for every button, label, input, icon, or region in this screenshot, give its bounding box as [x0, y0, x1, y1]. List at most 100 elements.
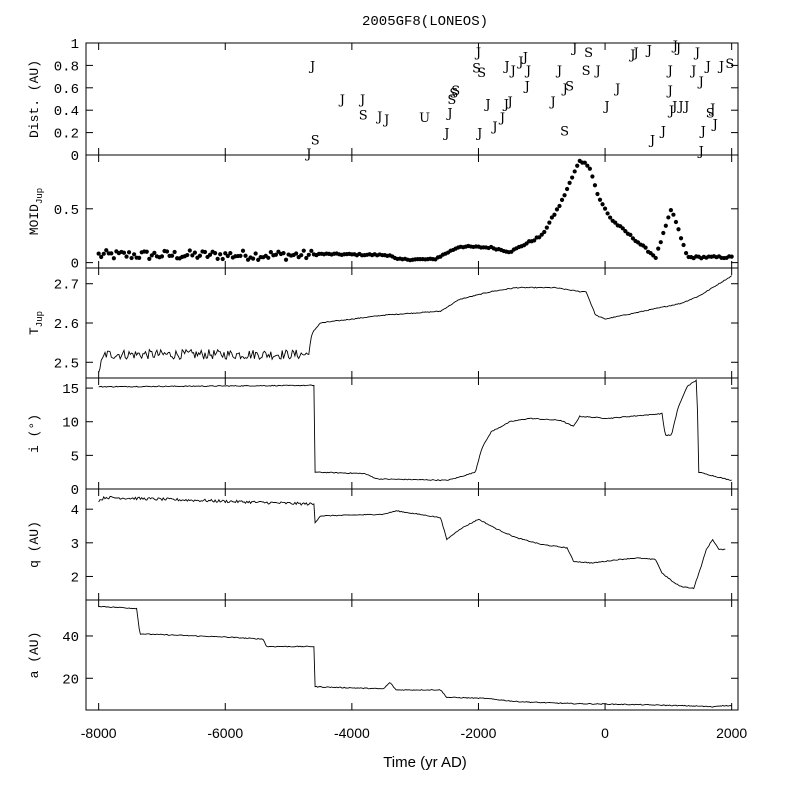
planet-marker: J — [674, 41, 681, 56]
x-axis-label: Time (yr AD) — [383, 754, 467, 771]
y-axis-label: q (AU) — [27, 521, 42, 568]
planet-marker: J — [523, 80, 530, 95]
moid-point — [132, 252, 137, 257]
moid-point — [567, 180, 572, 185]
moid-point — [96, 251, 101, 256]
panel-frame — [85, 377, 739, 490]
moid-point — [202, 249, 208, 255]
y-tick-label: 0.4 — [54, 104, 79, 120]
moid-point — [676, 227, 681, 232]
moid-point — [673, 219, 679, 225]
x-tick-label: -4000 — [334, 725, 370, 741]
planet-marker: J — [555, 64, 562, 79]
planet-marker: J — [676, 100, 683, 115]
moid-point — [268, 250, 273, 255]
planet-marker: J — [645, 44, 652, 59]
planet-marker: J — [697, 145, 704, 160]
planet-marker: J — [570, 41, 577, 56]
planet-marker: S — [447, 93, 456, 108]
planet-marker: S — [477, 66, 486, 81]
moid-point — [192, 250, 197, 255]
moid-point — [539, 232, 544, 237]
planet-marker: J — [498, 111, 505, 126]
moid-point — [152, 250, 157, 255]
planet-marker: J — [375, 110, 382, 125]
panel-a: 20 40 a (AU) -8000 -6000 -4000 -2000 0 2000 — [27, 599, 747, 741]
planet-marker: S — [311, 133, 320, 148]
planet-marker: J — [442, 127, 449, 142]
moid-point — [266, 255, 271, 260]
planet-marker: J — [670, 100, 677, 115]
moid-point — [681, 242, 686, 248]
planet-marker: J — [308, 59, 315, 74]
moid-point — [207, 252, 213, 257]
planet-marker: J — [382, 113, 389, 128]
moid-point — [283, 257, 289, 262]
moid-point — [187, 248, 192, 253]
moid-point — [240, 248, 246, 253]
moid-point — [651, 253, 656, 258]
planet-marker: J — [711, 118, 718, 133]
planet-marker: J — [475, 127, 482, 142]
moid-point — [557, 203, 562, 209]
planet-marker: J — [717, 59, 724, 74]
moid-point — [281, 251, 286, 256]
planet-marker: J — [521, 50, 528, 65]
planet-marker: J — [699, 124, 706, 139]
planet-marker: S — [451, 84, 460, 99]
moid-point — [253, 251, 258, 256]
moid-point — [238, 253, 243, 258]
y-tick-label: 1 — [71, 37, 79, 53]
planet-marker: S — [584, 46, 593, 61]
figure-title: 2005GF8(LONEOS) — [362, 14, 488, 30]
moid-point — [104, 248, 109, 253]
moid-point — [544, 225, 549, 230]
x-tick-label: -8000 — [81, 725, 117, 741]
moid-point — [623, 229, 628, 234]
planet-marker: J — [602, 100, 609, 115]
moid-point — [608, 215, 613, 220]
y-axis-label: Dist. (AU) — [27, 60, 42, 138]
moid-point — [570, 175, 575, 180]
moid-point — [99, 254, 104, 260]
planet-marker: J — [474, 46, 481, 61]
planet-marker: J — [524, 64, 531, 79]
moid-point — [220, 256, 225, 262]
moid-point — [532, 238, 537, 243]
series-line — [98, 605, 732, 708]
planet-marker: J — [506, 95, 513, 110]
moid-point — [197, 253, 203, 258]
moid-point — [243, 253, 248, 258]
x-tick-label: 0 — [601, 725, 609, 741]
moid-point — [643, 245, 648, 250]
planet-marker: J — [613, 82, 620, 97]
y-tick-label: 4 — [71, 503, 79, 519]
moid-point — [628, 232, 633, 237]
planet-marker: J — [693, 46, 700, 61]
y-tick-label: 2.6 — [54, 317, 79, 333]
moid-point — [552, 212, 557, 217]
panel-frame — [85, 599, 739, 711]
y-tick-label: 0.8 — [54, 59, 79, 75]
moid-point — [137, 255, 142, 261]
x-tick-label: -2000 — [461, 725, 497, 741]
planet-marker: S — [359, 109, 368, 124]
planet-marker: J — [628, 48, 635, 63]
planet-marker: S — [582, 64, 591, 79]
y-tick-label: 20 — [62, 672, 79, 688]
planet-marker: J — [338, 93, 345, 108]
y-tick-label: 0.6 — [54, 82, 79, 98]
moid-point — [613, 220, 618, 225]
moid-point — [121, 250, 127, 255]
moid-point — [126, 250, 132, 255]
planet-marker: J — [697, 75, 704, 90]
moid-point — [575, 163, 580, 168]
moid-point — [602, 206, 608, 211]
moid-point — [101, 251, 106, 256]
moid-point — [559, 197, 565, 202]
y-tick-label: 5 — [71, 449, 79, 465]
y-tick-label: 0.5 — [54, 203, 79, 219]
panel-frame — [85, 42, 739, 156]
moid-point — [729, 254, 734, 259]
